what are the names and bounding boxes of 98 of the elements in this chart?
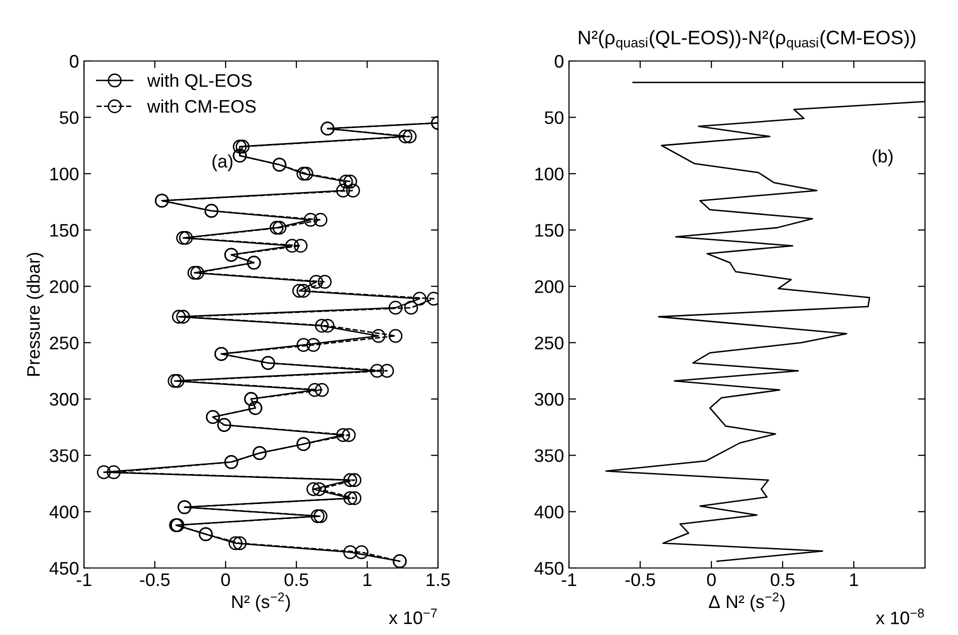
point <box>343 473 358 488</box>
y-tick-label: 450 <box>49 562 78 575</box>
x-tick-label: 1.5 <box>426 574 450 586</box>
y-tick-label: 200 <box>50 280 78 294</box>
x-tick-label: 0.5 <box>770 573 794 586</box>
x-tick-label: -1 <box>562 574 576 586</box>
y-tick-label: 300 <box>50 392 78 406</box>
y-tick-label: 350 <box>50 449 78 462</box>
point <box>318 274 332 289</box>
point <box>370 364 384 378</box>
y-axis-title: Pressure (dbar) <box>26 252 44 376</box>
point <box>299 166 314 181</box>
point <box>308 383 322 397</box>
y-tick-label: 100 <box>50 168 78 180</box>
x-tick-label: -0.5 <box>625 573 655 586</box>
point <box>304 212 318 227</box>
y-tick-label: 100 <box>535 168 564 180</box>
y-tick-label: 0 <box>70 54 78 68</box>
x-tick-label: 0 <box>221 573 230 586</box>
point <box>348 491 362 506</box>
x-tick-label: 0.5 <box>284 573 308 586</box>
x-axis-title: N² (s$^{−2}$) <box>232 592 290 612</box>
point <box>314 383 329 397</box>
point <box>336 184 350 198</box>
y-tick-label: 400 <box>534 506 564 518</box>
point <box>309 274 324 289</box>
point <box>412 292 427 306</box>
point <box>314 509 328 524</box>
point <box>398 130 412 144</box>
x-tick-label: -1 <box>76 574 92 586</box>
point <box>170 374 184 388</box>
point <box>296 284 310 298</box>
point <box>372 328 386 343</box>
point <box>342 428 356 442</box>
y-tick-label: 400 <box>49 506 78 518</box>
point <box>402 130 417 144</box>
annotation: (b) <box>872 149 893 166</box>
point <box>106 465 121 480</box>
y-tick-label: 450 <box>534 562 564 575</box>
point <box>285 238 300 253</box>
point <box>343 174 358 188</box>
point <box>343 491 358 506</box>
y-tick-label: 0 <box>554 54 564 68</box>
y-tick-label: 250 <box>534 336 564 350</box>
point <box>188 266 202 280</box>
point <box>96 465 111 480</box>
y-tick-label: 50 <box>544 111 564 124</box>
point <box>312 482 326 496</box>
point <box>294 238 308 253</box>
point <box>176 310 190 324</box>
x-tick-label: -0.5 <box>140 573 170 586</box>
y-tick-label: 200 <box>534 280 564 294</box>
legend-label: with QL-EOS <box>147 74 252 90</box>
point <box>310 509 325 524</box>
point <box>296 338 310 352</box>
y-tick-label: 250 <box>50 336 78 350</box>
legend-label: with CM-EOS <box>147 100 256 113</box>
point <box>320 318 334 333</box>
y-tick-label: 50 <box>60 111 78 124</box>
point <box>388 328 402 343</box>
point <box>404 300 418 315</box>
y-tick-label: 150 <box>50 224 78 237</box>
x-axis-title: Δ N² (s$^{−2}$) <box>708 592 784 612</box>
point <box>232 536 247 550</box>
point <box>354 545 368 560</box>
point <box>314 318 329 333</box>
y-tick-label: 150 <box>535 224 564 237</box>
point <box>232 140 247 154</box>
point <box>176 230 190 245</box>
point <box>339 174 353 188</box>
point <box>190 266 204 280</box>
point <box>314 212 328 227</box>
point <box>306 482 320 496</box>
text: x 10$^{−7}$ <box>388 608 437 624</box>
x-tick-label: 0 <box>707 573 716 586</box>
y-tick-label: 300 <box>534 392 564 406</box>
point <box>168 374 182 388</box>
point <box>236 140 250 154</box>
point <box>296 166 310 181</box>
point <box>343 545 358 560</box>
point <box>179 230 193 245</box>
point <box>336 428 350 442</box>
point <box>272 220 286 235</box>
point <box>306 338 320 352</box>
text: x 10$^{−8}$ <box>876 608 924 624</box>
point <box>348 473 362 488</box>
point <box>292 284 306 298</box>
point <box>172 310 186 324</box>
point <box>388 300 402 315</box>
point <box>270 220 284 235</box>
y-tick-label: 350 <box>534 449 564 462</box>
point <box>346 184 360 198</box>
annotation: (a) <box>212 154 232 172</box>
point <box>228 536 242 550</box>
chart-title: N²(ρ$_{quasi}$(QL-EOS))-N²(ρ$_{quasi}$(CM-EOS)) <box>578 30 916 50</box>
point <box>380 364 394 378</box>
x-tick-label: 1 <box>850 574 858 586</box>
x-tick-label: 1 <box>364 574 372 586</box>
